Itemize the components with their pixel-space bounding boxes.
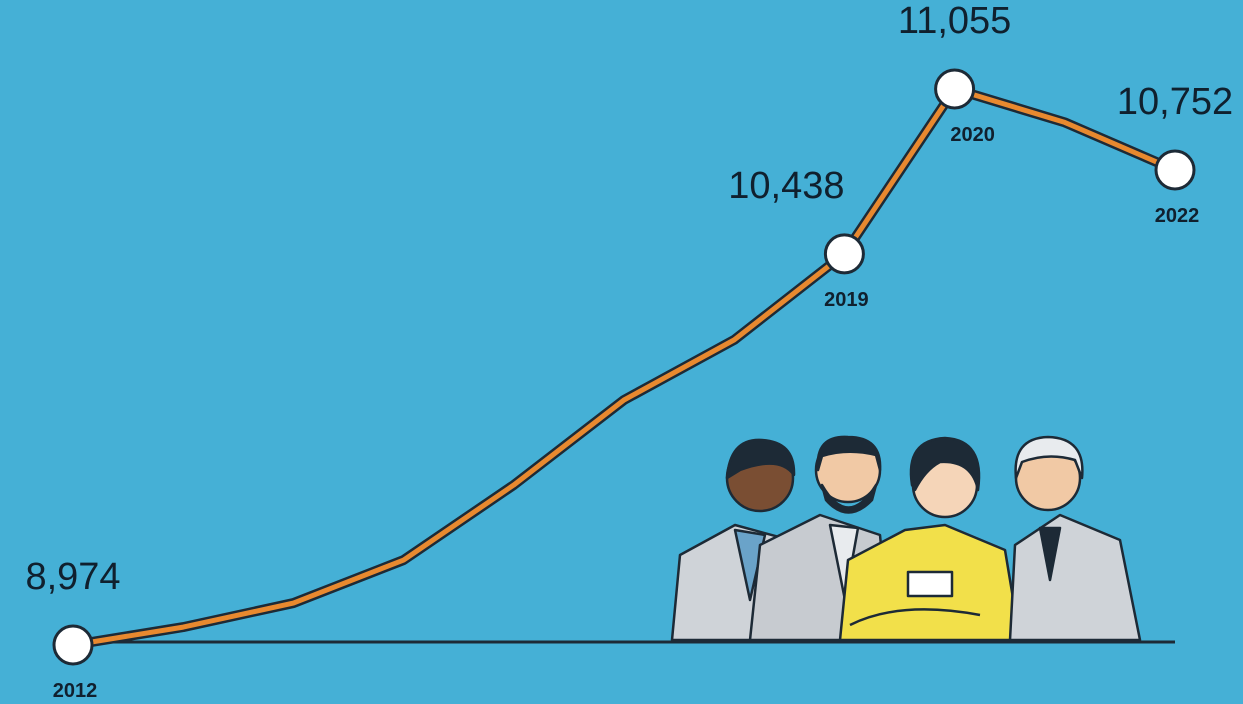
point xyxy=(1154,149,1196,191)
value-label: 8,974 xyxy=(25,556,120,598)
line xyxy=(70,86,1178,648)
point xyxy=(934,68,976,110)
year-label: 2019 xyxy=(824,289,869,311)
value-label: 11,055 xyxy=(898,0,1011,42)
point xyxy=(823,233,865,275)
value-label: 10,752 xyxy=(1117,81,1233,123)
year-label: 2020 xyxy=(950,124,995,146)
value-label: 10,438 xyxy=(728,165,844,207)
year-label: 2022 xyxy=(1155,205,1200,227)
year-label: 2012 xyxy=(53,680,98,702)
point xyxy=(52,624,94,666)
people-illustration xyxy=(670,435,1142,642)
